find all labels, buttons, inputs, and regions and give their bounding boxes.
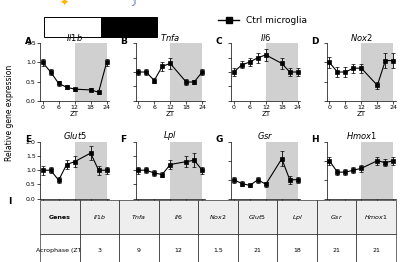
Text: H: H <box>312 135 319 144</box>
X-axis label: ZT: ZT <box>357 209 366 215</box>
Bar <box>361 142 393 199</box>
Bar <box>266 142 298 199</box>
Bar <box>75 43 106 101</box>
Bar <box>100 17 158 37</box>
Text: ✦: ✦ <box>59 0 69 8</box>
Text: ☽: ☽ <box>128 0 137 8</box>
X-axis label: ZT: ZT <box>261 209 270 215</box>
Title: $\it{Glut5}$: $\it{Glut5}$ <box>63 130 87 141</box>
Bar <box>170 142 202 199</box>
X-axis label: ZT: ZT <box>261 111 270 117</box>
Title: $\it{Gsr}$: $\it{Gsr}$ <box>258 130 274 141</box>
Bar <box>266 43 298 101</box>
Title: $\it{Hmox1}$: $\it{Hmox1}$ <box>346 130 377 141</box>
Bar <box>44 17 100 37</box>
Text: A: A <box>25 37 32 46</box>
Bar <box>170 43 202 101</box>
Text: Ctrl microglia: Ctrl microglia <box>246 16 308 25</box>
X-axis label: ZT: ZT <box>357 111 366 117</box>
Text: C: C <box>216 37 222 46</box>
X-axis label: ZT: ZT <box>166 209 175 215</box>
Title: $\it{Lpl}$: $\it{Lpl}$ <box>163 129 177 142</box>
X-axis label: ZT: ZT <box>166 111 175 117</box>
Text: B: B <box>120 37 127 46</box>
X-axis label: ZT: ZT <box>70 111 79 117</box>
Title: $\it{Tnfa}$: $\it{Tnfa}$ <box>160 32 180 43</box>
Text: F: F <box>120 135 126 144</box>
Text: G: G <box>216 135 223 144</box>
Bar <box>75 142 106 199</box>
Text: Relative gene expression: Relative gene expression <box>6 64 14 161</box>
Title: $\it{Il6}$: $\it{Il6}$ <box>260 32 272 43</box>
X-axis label: ZT: ZT <box>70 209 79 215</box>
Title: $\it{Il1b}$: $\it{Il1b}$ <box>66 32 83 43</box>
Text: E: E <box>25 135 31 144</box>
Text: D: D <box>312 37 319 46</box>
Text: I: I <box>8 197 11 206</box>
Title: $\it{Nox2}$: $\it{Nox2}$ <box>350 32 373 43</box>
Bar <box>361 43 393 101</box>
